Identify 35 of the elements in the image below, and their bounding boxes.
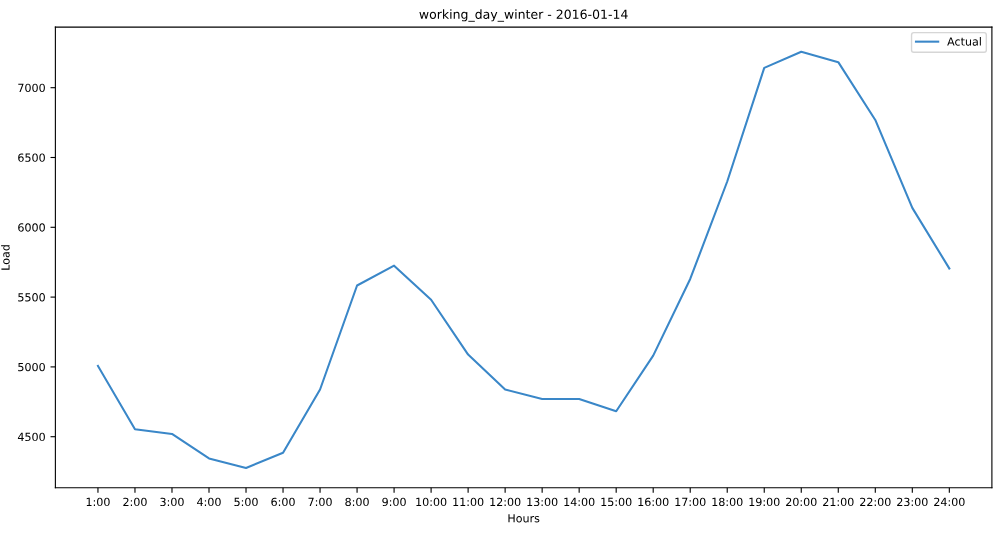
legend-label: Actual [947, 37, 981, 46]
y-tick-label: 6500 [18, 153, 45, 162]
x-tick-label: 12:00 [490, 497, 521, 507]
y-tick-label: 5000 [18, 362, 45, 372]
x-tick-label: 5:00 [234, 497, 258, 507]
y-tick-label: 7000 [18, 83, 45, 93]
x-tick-label: 15:00 [601, 497, 632, 507]
y-tick-label: 6000 [18, 223, 45, 232]
x-tick-label: 9:00 [382, 497, 406, 507]
x-tick-label: 4:00 [197, 497, 221, 507]
y-axis-title: Load [1, 245, 10, 270]
x-tick-label: 18:00 [712, 497, 743, 507]
x-tick-label: 2:00 [123, 497, 147, 507]
x-tick-label: 10:00 [416, 497, 447, 507]
x-axis-title: Hours [508, 514, 540, 523]
y-tick-label: 4500 [17, 432, 45, 442]
y-tick-label: 5500 [18, 293, 45, 302]
x-tick-label: 7:00 [308, 497, 332, 507]
x-tick-label: 8:00 [345, 497, 369, 507]
x-tick-label: 11:00 [453, 497, 484, 507]
x-tick-label: 14:00 [564, 497, 595, 507]
x-tick-label: 3:00 [160, 497, 184, 507]
x-tick-label: 16:00 [638, 497, 669, 507]
line-series [96, 50, 951, 470]
x-tick-label: 20:00 [786, 497, 817, 507]
chart-title: working_day_winter - 2016-01-14 [419, 9, 628, 22]
x-tick-label: 19:00 [749, 497, 780, 507]
x-tick-label: 13:00 [527, 497, 558, 507]
x-tick-label: 6:00 [271, 497, 295, 507]
x-tick-label: 21:00 [823, 497, 854, 507]
x-tick-label: 24:00 [934, 497, 965, 507]
x-tick-label: 1:00 [86, 497, 110, 507]
x-tick-label: 17:00 [675, 497, 706, 507]
x-tick-label: 22:00 [860, 497, 891, 507]
x-tick-label: 23:00 [897, 497, 928, 507]
